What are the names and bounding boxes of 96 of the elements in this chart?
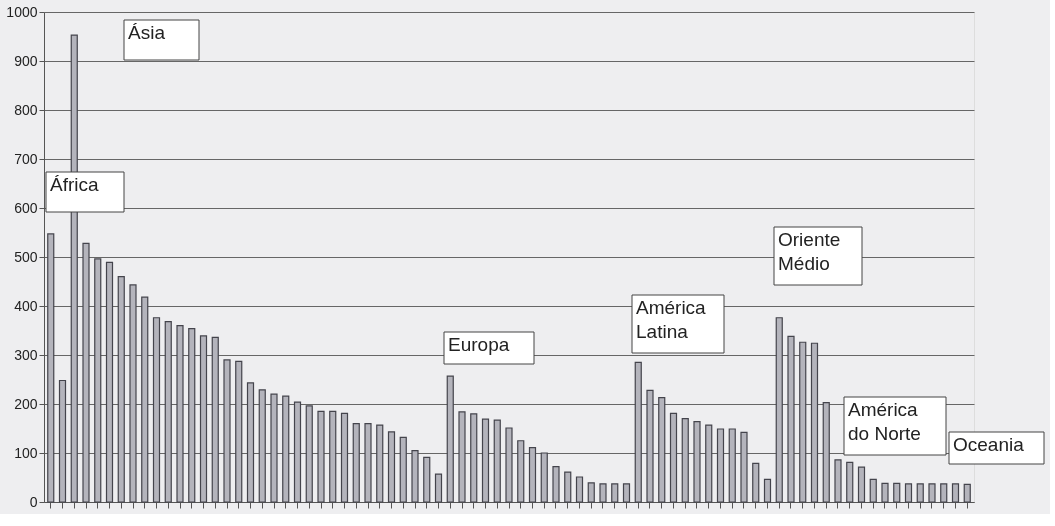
- bar: [528, 447, 537, 503]
- annotation: Oceania: [953, 434, 1025, 455]
- bar: [305, 405, 313, 503]
- bar: [881, 482, 889, 503]
- bar: [411, 449, 419, 503]
- bar: [787, 335, 795, 503]
- bar: [740, 431, 748, 503]
- bar: [434, 473, 443, 503]
- bar: [317, 410, 325, 503]
- bar: [117, 276, 125, 503]
- bar: [834, 459, 842, 503]
- bar: [235, 360, 243, 503]
- bar: [282, 395, 290, 503]
- bar: [505, 427, 513, 503]
- bar: [129, 284, 137, 503]
- bar: [564, 471, 572, 503]
- bar: [223, 359, 231, 503]
- bar: [458, 411, 466, 503]
- bar: [152, 317, 161, 503]
- bar: [963, 483, 971, 503]
- bar: [211, 336, 219, 503]
- bar: [810, 342, 819, 503]
- bar: [164, 321, 172, 503]
- bar: [951, 483, 960, 503]
- bar: [470, 413, 478, 503]
- bar: [893, 482, 901, 503]
- bar: [82, 242, 90, 503]
- bar: [105, 261, 114, 503]
- bar: [575, 476, 584, 503]
- bar: [916, 483, 924, 503]
- bar: [869, 478, 877, 503]
- y-tick-label: 700: [14, 150, 38, 167]
- bar: [376, 424, 384, 503]
- bar: [587, 482, 595, 503]
- bar: [176, 325, 184, 503]
- y-tick-label: 400: [14, 297, 38, 314]
- bar: [293, 401, 302, 503]
- y-tick-label: 100: [14, 444, 38, 461]
- y-tick-label: 900: [14, 52, 38, 69]
- bar: [246, 382, 255, 503]
- bar: [58, 379, 67, 503]
- annotation: África: [50, 174, 99, 195]
- bar: [752, 462, 760, 503]
- bar: [47, 233, 55, 503]
- bar: [340, 412, 349, 503]
- bar: [352, 423, 360, 503]
- bar: [199, 335, 208, 503]
- bar: [599, 483, 607, 503]
- bar: [728, 428, 736, 503]
- bar: [681, 418, 689, 503]
- bar: [481, 418, 490, 503]
- bar: [763, 478, 772, 503]
- bar: [540, 452, 548, 503]
- bar: [669, 412, 678, 503]
- bar: [94, 258, 102, 503]
- y-tick-label: 800: [14, 101, 38, 118]
- bar: [928, 483, 936, 503]
- bar: [423, 456, 431, 503]
- annotation: América Latina: [636, 297, 707, 342]
- bar: [705, 424, 713, 503]
- annotation: Europa: [448, 334, 510, 355]
- bar: [822, 401, 830, 503]
- y-tick-label: 0: [29, 493, 38, 510]
- bar: [387, 431, 396, 503]
- bar: [517, 440, 525, 503]
- y-tick-label: 200: [14, 395, 38, 412]
- annotation: América do Norte: [848, 399, 921, 444]
- bar: [258, 389, 266, 503]
- bar: [857, 466, 866, 503]
- bar: [329, 410, 337, 503]
- bar: [646, 389, 654, 503]
- annotation: Ásia: [128, 22, 166, 43]
- annotation: Oriente Médio: [778, 229, 841, 274]
- bar: [799, 341, 807, 503]
- bar: [693, 421, 701, 503]
- bar: [716, 428, 725, 503]
- bar: [904, 483, 913, 503]
- y-tick-label: 500: [14, 248, 38, 265]
- bar: [364, 423, 372, 503]
- bar: [493, 419, 501, 503]
- y-tick-label: 600: [14, 199, 38, 216]
- bar: [270, 393, 278, 503]
- y-tick-label: 300: [14, 346, 38, 363]
- bar: [658, 397, 666, 503]
- bar: [188, 327, 196, 503]
- bar: [552, 466, 560, 503]
- bar: [775, 317, 783, 503]
- bar: [622, 483, 631, 503]
- bar: [940, 483, 948, 503]
- y-tick-label: 1000: [6, 3, 38, 20]
- bar: [634, 361, 642, 503]
- bar: [399, 436, 407, 503]
- bar: [611, 483, 619, 503]
- bar: [846, 461, 854, 503]
- bar: [446, 375, 454, 503]
- bar: [141, 296, 149, 503]
